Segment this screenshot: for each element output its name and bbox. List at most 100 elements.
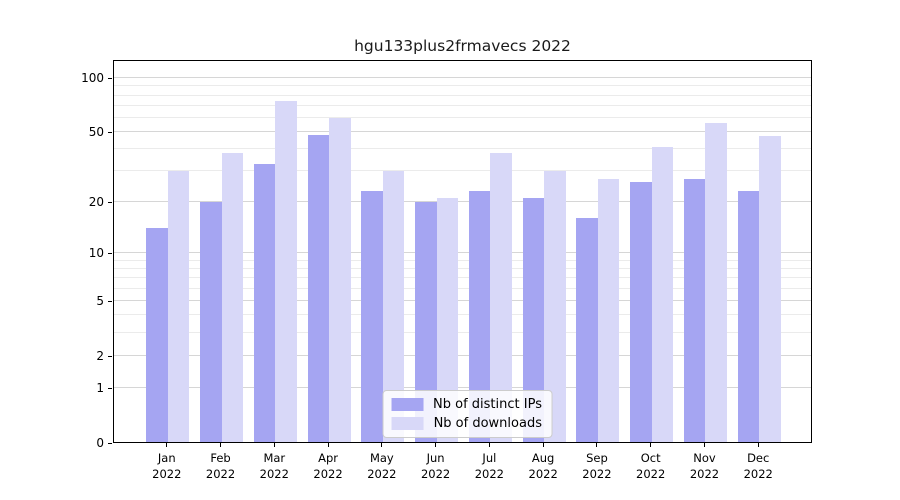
gridline-major — [114, 77, 811, 79]
x-tick-label-line: Jun — [426, 451, 445, 465]
bar-downloads — [705, 122, 727, 442]
x-tick-label: Dec 2022 — [728, 450, 788, 482]
x-axis-tick — [703, 443, 705, 447]
x-axis-tick — [757, 443, 759, 447]
x-tick-label: Feb 2022 — [191, 450, 251, 482]
gridline-minor — [114, 259, 811, 261]
y-tick-label: 10 — [88, 246, 104, 261]
x-tick-label-line: 2022 — [367, 467, 397, 481]
gridline-minor — [114, 105, 811, 107]
plot-canvas — [114, 61, 811, 442]
y-axis-tick — [108, 301, 112, 303]
bar-distinct-ips — [361, 191, 383, 442]
x-tick-label-line: Oct — [640, 451, 661, 465]
bar-downloads — [597, 178, 620, 442]
bar-downloads — [490, 152, 512, 442]
bar-downloads — [275, 101, 297, 442]
plot-area: Nb of distinct IPs Nb of downloads — [113, 60, 812, 443]
x-axis-tick — [435, 443, 437, 447]
bar-downloads — [167, 170, 190, 442]
y-axis-tick — [108, 355, 112, 357]
x-axis-tick — [542, 443, 544, 447]
legend-label-distinct-ips: Nb of distinct IPs — [433, 397, 542, 412]
gridline-major — [114, 354, 811, 356]
x-tick-label-line: 2022 — [582, 467, 612, 481]
y-tick-label: 50 — [88, 125, 104, 140]
bar-distinct-ips — [522, 198, 545, 442]
bar-downloads — [221, 152, 244, 442]
y-tick-label: 5 — [96, 294, 104, 309]
y-tick-label: 20 — [88, 195, 104, 210]
x-axis-tick — [220, 443, 222, 447]
gridline-minor — [114, 85, 811, 87]
bar-distinct-ips — [146, 228, 168, 442]
x-tick-label: Nov 2022 — [674, 450, 734, 482]
y-tick-label: 100 — [81, 71, 104, 86]
x-tick-label-line: Mar — [263, 451, 286, 465]
gridline-minor — [114, 94, 811, 96]
y-axis-tick — [108, 442, 112, 444]
y-axis-tick — [108, 202, 112, 204]
gridline-major — [114, 131, 811, 133]
x-tick-label-line: Feb — [210, 451, 231, 465]
legend-item-downloads: Nb of downloads — [391, 416, 542, 431]
x-tick-label-line: Dec — [747, 451, 770, 465]
gridline-major — [114, 386, 811, 388]
x-tick-label: Sep 2022 — [567, 450, 627, 482]
x-tick-label-line: Apr — [318, 451, 339, 465]
x-tick-label: May 2022 — [352, 450, 412, 482]
chart-title: hgu133plus2frmavecs 2022 — [354, 37, 571, 55]
x-tick-label-line: Jul — [482, 451, 497, 465]
legend-item-distinct-ips: Nb of distinct IPs — [391, 397, 542, 412]
x-tick-label-line: 2022 — [689, 467, 720, 481]
bar-distinct-ips — [253, 163, 276, 442]
gridline-minor — [114, 277, 811, 279]
gridline-minor — [114, 268, 811, 270]
gridline-minor — [114, 117, 811, 119]
gridline-minor — [114, 287, 811, 289]
x-tick-label-line: Sep — [586, 451, 608, 465]
gridline-minor — [114, 170, 811, 172]
gridline-major — [114, 201, 811, 203]
bar-downloads — [544, 170, 566, 442]
x-tick-label-line: May — [369, 451, 394, 465]
x-tick-label-line: 2022 — [420, 467, 451, 481]
x-tick-label-line: Jan — [157, 451, 176, 465]
x-axis-tick — [650, 443, 652, 447]
x-tick-label: Aug 2022 — [513, 450, 573, 482]
x-tick-label: Jan 2022 — [137, 450, 197, 482]
bar-downloads — [382, 170, 405, 442]
x-tick-label-line: 2022 — [259, 467, 289, 481]
gridline-major — [114, 300, 811, 302]
y-axis-tick — [108, 387, 112, 389]
x-tick-label-line: Nov — [693, 451, 716, 465]
x-tick-label-line: 2022 — [205, 467, 236, 481]
x-axis-tick — [166, 443, 168, 447]
bar-downloads — [651, 146, 674, 442]
gridline-minor — [114, 314, 811, 316]
bar-distinct-ips — [630, 181, 652, 442]
bar-distinct-ips — [415, 201, 437, 442]
bar-distinct-ips — [683, 178, 706, 442]
bar-downloads — [329, 117, 351, 442]
bar-downloads — [759, 136, 781, 442]
x-tick-label: Jun 2022 — [406, 450, 466, 482]
x-axis-tick — [488, 443, 490, 447]
legend-swatch-distinct-ips — [391, 398, 424, 411]
bar-distinct-ips — [307, 134, 330, 442]
x-tick-label: Jul 2022 — [459, 450, 519, 482]
bar-distinct-ips — [468, 191, 491, 442]
x-tick-label-line: Aug — [531, 451, 555, 465]
legend-label-downloads: Nb of downloads — [433, 416, 542, 431]
x-tick-label: Mar 2022 — [244, 450, 304, 482]
x-axis-tick — [381, 443, 383, 447]
gridline-minor — [114, 148, 811, 150]
x-tick-label: Oct 2022 — [621, 450, 681, 482]
y-tick-label: 0 — [96, 435, 104, 450]
y-axis-tick — [108, 253, 112, 255]
x-axis-tick — [596, 443, 598, 447]
x-tick-label-line: 2022 — [743, 467, 773, 481]
x-tick-label-line: 2022 — [528, 467, 558, 481]
x-tick-label-line: 2022 — [636, 467, 666, 481]
y-axis-tick — [108, 132, 112, 134]
